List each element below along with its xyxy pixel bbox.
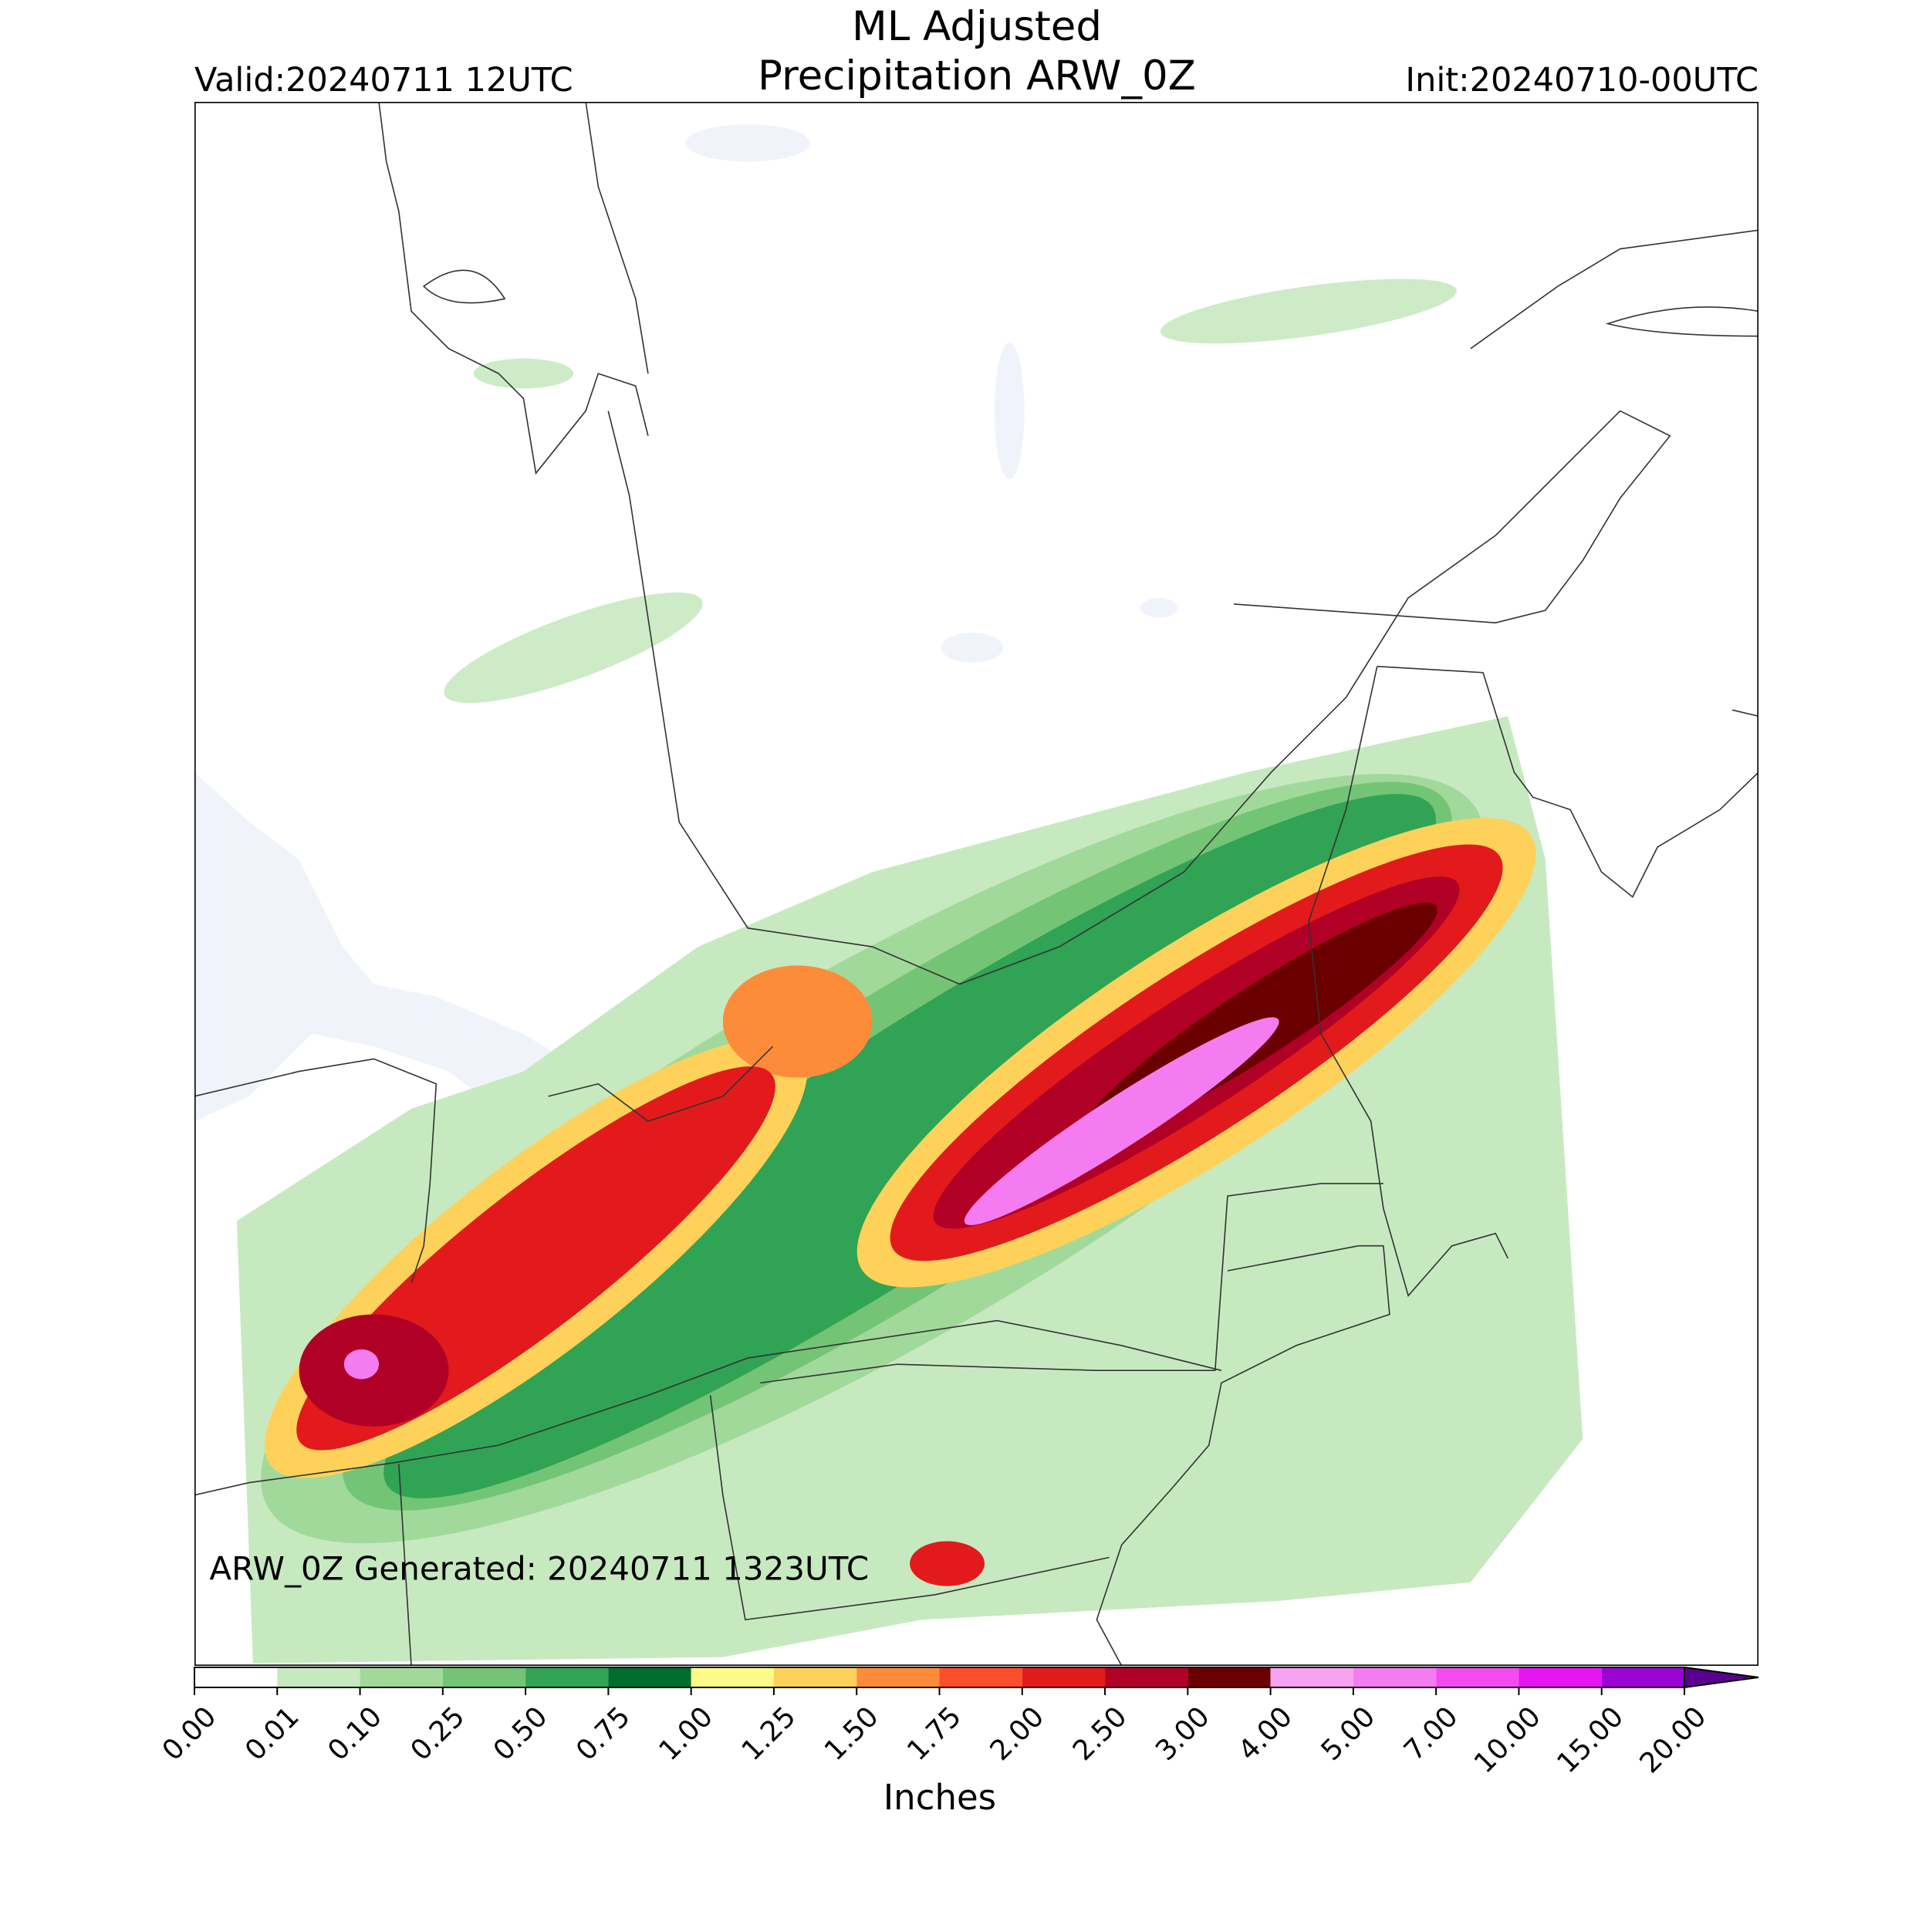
colorbar-tick-label: 0.10 — [322, 1701, 388, 1767]
colorbar-label: Inches — [883, 1777, 996, 1818]
colorbar-tick-label: 1.00 — [653, 1701, 719, 1767]
valid-time: Valid:20240711 12UTC — [194, 61, 573, 100]
subtitle: Precipitation ARW_0Z — [758, 52, 1196, 100]
colorbar-segment — [1436, 1667, 1519, 1687]
colorbar-segment — [1022, 1667, 1106, 1687]
colorbar-segment — [525, 1667, 609, 1687]
colorbar-segment — [1187, 1667, 1271, 1687]
colorbar-tick-label: 0.01 — [239, 1701, 306, 1767]
colorbar-tick-label: 20.00 — [1634, 1701, 1713, 1779]
colorbar-tick-label: 0.50 — [488, 1701, 554, 1767]
colorbar-tick-label: 4.00 — [1232, 1701, 1299, 1767]
precipitation-field — [236, 279, 1583, 1663]
colorbar-tick-label: 2.50 — [1067, 1701, 1133, 1767]
colorbar-segment — [939, 1667, 1022, 1687]
colorbar-tick-label: 1.25 — [736, 1701, 802, 1767]
map-frame — [194, 102, 1758, 1666]
colorbar-tick-label: 0.00 — [157, 1701, 223, 1767]
colorbar-tick-label: 1.50 — [819, 1701, 885, 1767]
init-time: Init:20240710-00UTC — [1405, 61, 1758, 100]
title: ML Adjusted — [852, 3, 1102, 50]
colorbar-segment — [608, 1667, 691, 1687]
colorbar-segment — [360, 1667, 443, 1687]
colorbar-tick-label: 0.75 — [570, 1701, 637, 1767]
colorbar-segment — [1353, 1667, 1437, 1687]
colorbar-segment — [277, 1667, 360, 1687]
colorbar-tick-label: 15.00 — [1551, 1701, 1630, 1779]
colorbar-tick-label: 1.75 — [901, 1701, 968, 1767]
colorbar-segment — [194, 1667, 278, 1687]
colorbar-extension — [1684, 1666, 1759, 1689]
colorbar-segment — [691, 1667, 774, 1687]
colorbar-segment — [856, 1667, 940, 1687]
colorbar-tick-label: 7.00 — [1398, 1701, 1464, 1767]
colorbar: 0.00 0.01 0.10 0.25 0.50 0.75 1.00 1.25 1.50 1.75… — [157, 1666, 1759, 1779]
colorbar-tick-label: 0.25 — [405, 1701, 471, 1767]
colorbar-tick-label: 3.00 — [1150, 1701, 1216, 1767]
colorbar-segment — [773, 1667, 857, 1687]
colorbar-segment — [442, 1667, 526, 1687]
colorbar-tick-label: 5.00 — [1316, 1701, 1382, 1767]
boundaries — [194, 102, 1758, 1666]
colorbar-segment — [1519, 1667, 1602, 1687]
water-bodies — [194, 124, 1178, 1122]
colorbar-segment — [1601, 1667, 1684, 1687]
colorbar-segment — [1105, 1667, 1188, 1687]
map: ARW_0Z Generated: 20240711 1323UTC — [194, 102, 1758, 1666]
colorbar-segment — [1270, 1667, 1353, 1687]
colorbar-tick-label: 10.00 — [1468, 1701, 1547, 1779]
colorbar-tick-label: 2.00 — [985, 1701, 1051, 1767]
generated-note: ARW_0Z Generated: 20240711 1323UTC — [209, 1550, 869, 1588]
